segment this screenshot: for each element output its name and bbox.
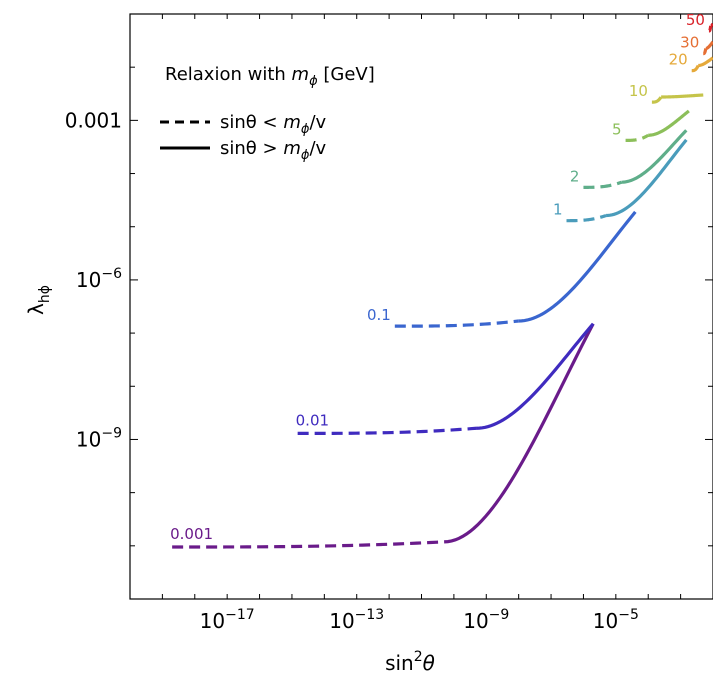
series-30-dashed xyxy=(703,48,708,56)
series-1-dashed xyxy=(566,214,607,223)
series-30 xyxy=(703,40,713,56)
series-label-0.01: 0.01 xyxy=(296,411,329,429)
series-0.001-dashed xyxy=(172,540,445,549)
series-2-dashed xyxy=(583,180,623,189)
series-10-solid xyxy=(661,93,704,99)
series-2 xyxy=(583,129,688,189)
series-label-0.1: 0.1 xyxy=(367,306,391,324)
series-10 xyxy=(651,93,704,104)
series-20-dashed xyxy=(691,64,700,73)
y-tick-label: 10−6 xyxy=(76,266,122,292)
series-50-dashed xyxy=(708,25,713,33)
legend-dashed-label: sinθ < mϕ/v xyxy=(220,112,327,137)
x-tick-label: 10−5 xyxy=(593,607,639,633)
series-label-1: 1 xyxy=(553,201,563,219)
series-20-solid xyxy=(698,56,713,68)
x-tick-label: 10−13 xyxy=(329,607,384,633)
series-label-10: 10 xyxy=(629,82,648,100)
series-5-solid xyxy=(648,109,690,137)
x-axis-label: sin2θ xyxy=(385,649,435,675)
legend-solid-label: sinθ > mϕ/v xyxy=(220,138,327,163)
y-tick-label: 10−9 xyxy=(76,425,122,451)
series-5-dashed xyxy=(625,133,650,142)
series-0.1 xyxy=(394,210,637,328)
series-2-solid xyxy=(621,129,688,184)
series-label-2: 2 xyxy=(570,167,580,185)
ticks: 10−17 10−13 10−9 10−5 0.001 10−6 10−9 xyxy=(65,13,713,633)
series-0.1-dashed xyxy=(394,319,519,328)
series-1-solid xyxy=(606,138,688,218)
y-axis-label: λhϕ xyxy=(24,285,53,315)
series-label-5: 5 xyxy=(612,120,622,138)
x-tick-label: 10−9 xyxy=(463,607,509,633)
series-label-0.001: 0.001 xyxy=(170,525,213,543)
x-tick-label: 10−17 xyxy=(200,607,255,633)
series-0.01 xyxy=(297,322,595,435)
series-20 xyxy=(691,56,713,73)
series xyxy=(172,22,713,549)
y-tick-label: 0.001 xyxy=(65,108,122,132)
series-label-50: 50 xyxy=(686,11,705,29)
series-0.01-dashed xyxy=(297,426,477,435)
series-0.1-solid xyxy=(518,210,637,323)
series-1 xyxy=(566,138,688,223)
series-0.001-solid xyxy=(444,322,595,544)
series-10-dashed xyxy=(651,96,663,104)
legend-title: Relaxion with mϕ [GeV] xyxy=(165,64,375,89)
series-label-20: 20 xyxy=(669,51,688,69)
series-30-solid xyxy=(705,40,713,51)
series-5 xyxy=(625,109,690,142)
series-0.01-solid xyxy=(476,322,595,430)
plot-frame xyxy=(129,13,713,600)
series-0.001 xyxy=(172,322,595,549)
series-50 xyxy=(708,22,713,33)
series-label-30: 30 xyxy=(680,34,699,52)
